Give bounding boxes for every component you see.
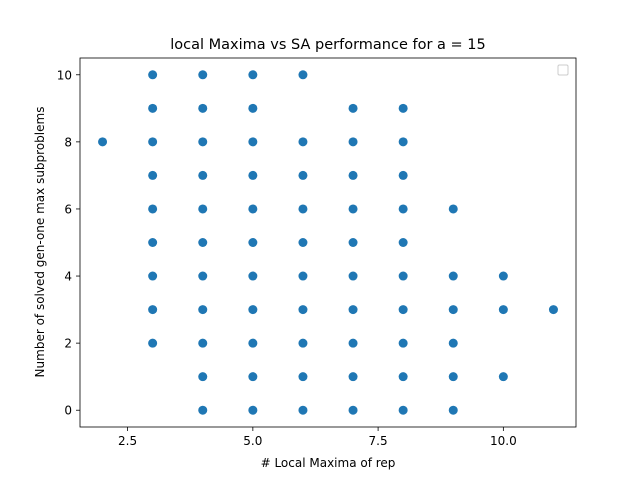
data-point: [448, 405, 458, 415]
data-point: [148, 170, 158, 180]
data-point: [148, 271, 158, 281]
data-point: [198, 204, 208, 214]
data-point: [298, 238, 308, 247]
data-point: [348, 204, 358, 214]
data-point: [348, 271, 358, 281]
x-axis-ticks: 2.5 5.0 7.5 10.0: [118, 427, 517, 448]
data-point: [498, 372, 508, 382]
data-point: [198, 70, 208, 80]
data-point: [348, 405, 358, 415]
data-point: [548, 305, 558, 315]
x-tick-label: 7.5: [369, 434, 388, 448]
y-tick-label: 6: [64, 202, 72, 216]
data-point: [498, 271, 508, 281]
data-point: [298, 405, 308, 415]
data-point: [348, 103, 358, 113]
y-tick-label: 10: [57, 68, 72, 82]
data-point: [348, 170, 358, 180]
data-point: [398, 305, 408, 315]
data-point: [298, 170, 308, 180]
data-point: [248, 238, 258, 247]
data-point: [248, 305, 258, 315]
x-tick-label: 10.0: [490, 434, 517, 448]
data-point: [198, 372, 208, 382]
data-point: [298, 137, 308, 147]
y-tick-label: 2: [64, 337, 72, 351]
data-point: [248, 170, 258, 180]
y-axis-ticks: 0 2 4 6 8 10: [57, 68, 80, 418]
data-point: [98, 137, 108, 147]
data-point: [398, 137, 408, 147]
plot-frame: [79, 57, 577, 428]
data-point: [248, 204, 258, 214]
data-point: [298, 305, 308, 315]
data-point: [348, 372, 358, 382]
x-axis-label: # Local Maxima of rep: [261, 456, 396, 470]
data-point: [298, 204, 308, 214]
y-tick-label: 4: [64, 270, 72, 284]
data-point: [248, 271, 258, 281]
data-point: [198, 338, 208, 348]
data-point: [248, 338, 258, 348]
data-point: [448, 271, 458, 281]
data-point: [198, 405, 208, 415]
y-axis-label: Number of solved gen-one max subproblems: [33, 107, 47, 378]
data-point: [148, 204, 158, 214]
data-point: [198, 103, 208, 113]
data-point: [148, 338, 158, 348]
data-point: [398, 338, 408, 348]
data-point: [398, 103, 408, 113]
data-point: [248, 405, 258, 415]
legend-box: [557, 64, 569, 76]
data-point: [298, 271, 308, 281]
data-point: [198, 305, 208, 315]
data-point: [298, 338, 308, 348]
data-point: [198, 271, 208, 281]
data-point: [298, 70, 308, 80]
data-point: [148, 238, 158, 247]
data-point: [248, 103, 258, 113]
data-point: [148, 305, 158, 315]
data-point: [398, 271, 408, 281]
data-point: [148, 137, 158, 147]
data-point: [348, 137, 358, 147]
data-point: [498, 305, 508, 315]
data-point: [448, 372, 458, 382]
y-tick-label: 0: [64, 404, 72, 418]
data-point: [398, 204, 408, 214]
data-point: [248, 372, 258, 382]
data-point: [248, 137, 258, 147]
data-point: [248, 70, 258, 80]
data-point: [198, 137, 208, 147]
data-point: [348, 338, 358, 348]
data-point: [148, 103, 158, 113]
x-tick-label: 5.0: [243, 434, 262, 448]
data-point: [398, 405, 408, 415]
data-point: [398, 372, 408, 382]
chart-title: local Maxima vs SA performance for a = 1…: [170, 37, 486, 53]
data-point: [398, 238, 408, 247]
data-point: [398, 170, 408, 180]
x-tick-label: 2.5: [118, 434, 137, 448]
data-point: [298, 372, 308, 382]
data-point: [148, 70, 158, 80]
data-point: [448, 204, 458, 214]
data-point: [348, 305, 358, 315]
data-point: [198, 238, 208, 247]
data-point: [448, 338, 458, 348]
data-point: [348, 238, 358, 247]
data-point: [198, 170, 208, 180]
points-layer: [98, 70, 558, 415]
y-tick-label: 8: [64, 135, 72, 149]
data-point: [448, 305, 458, 315]
